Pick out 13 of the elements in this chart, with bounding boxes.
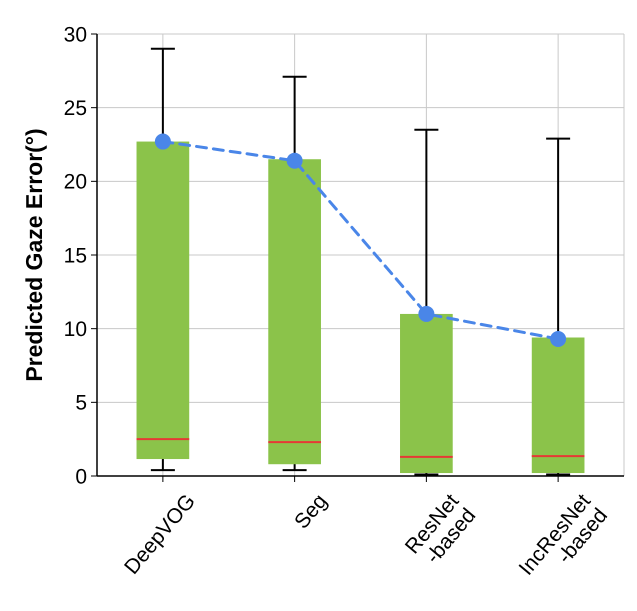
y-tick-label: 0 xyxy=(75,465,87,488)
y-tick-label: 5 xyxy=(75,392,87,415)
y-tick-label: 30 xyxy=(64,23,87,46)
y-tick-label: 25 xyxy=(64,97,87,120)
y-tick-label: 15 xyxy=(64,244,87,268)
x-tick-label: Seg xyxy=(290,490,332,534)
point xyxy=(286,152,303,169)
point xyxy=(550,330,566,347)
y-tick-label: 10 xyxy=(64,318,87,342)
y-axis-title: Predicted Gaze Error(°) xyxy=(21,128,47,382)
point xyxy=(418,306,434,322)
y-tick-label: 20 xyxy=(64,170,87,194)
point xyxy=(154,134,171,150)
